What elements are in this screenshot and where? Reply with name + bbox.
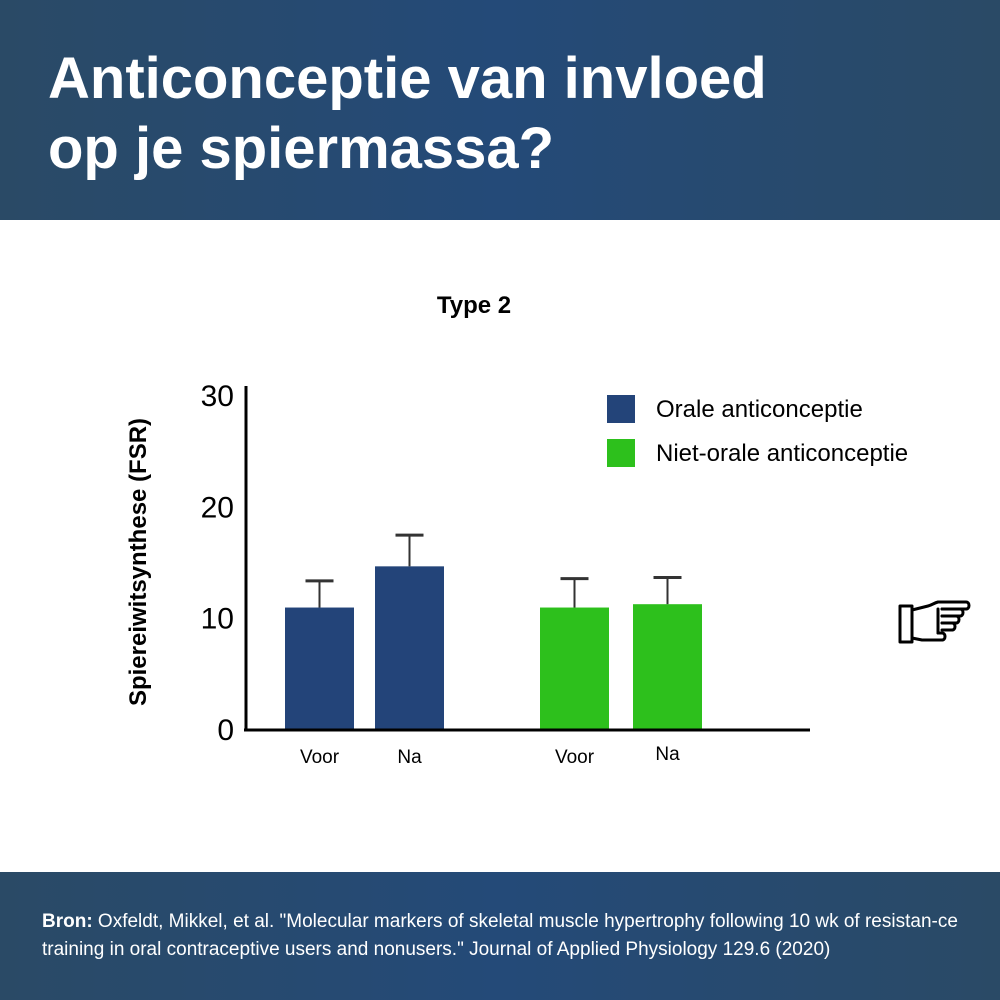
source-citation: Bron: Oxfeldt, Mikkel, et al. "Molecular… (42, 908, 962, 964)
bar-chart: Type 2 Spiereiwitsynthese (FSR) 0102030 … (125, 292, 971, 768)
x-axis-ticks: Voor Na Voor Na (300, 744, 680, 768)
error-bars (305, 533, 682, 608)
bar (285, 607, 354, 730)
bar (375, 566, 444, 730)
chart-legend: Orale anticonceptie Niet-orale anticoncep… (607, 395, 908, 467)
y-axis-ticks: 0 10 20 30 (201, 380, 234, 747)
y-tick-label: 0 (217, 714, 234, 747)
bars (285, 566, 702, 730)
source-label: Bron: (42, 911, 93, 932)
chart-area: Type 2 Spiereiwitsynthese (FSR) 0 10 20 30 … (0, 220, 1000, 872)
source-text: Oxfeldt, Mikkel, et al. "Molecular marke… (42, 911, 958, 960)
header-banner: Anticonceptie van invloed op je spiermas… (0, 0, 1000, 220)
x-tick-label: Na (397, 747, 422, 768)
x-tick-label: Na (655, 744, 680, 765)
x-tick-label: Voor (555, 747, 595, 768)
x-tick-label: Voor (300, 747, 340, 768)
legend-swatch (607, 395, 635, 423)
y-axis-label: Spiereiwitsynthese (FSR) (125, 418, 152, 706)
y-tick-label: 20 (201, 491, 234, 524)
bar (540, 607, 609, 730)
legend-label: Niet-orale anticonceptie (656, 440, 908, 467)
page-title: Anticonceptie van invloed op je spiermas… (48, 44, 948, 184)
bar (633, 604, 702, 730)
title-line-1: Anticonceptie van invloed (48, 46, 767, 111)
y-tick-label: 10 (201, 603, 234, 636)
legend-swatch (607, 439, 635, 467)
footer-banner: Bron: Oxfeldt, Mikkel, et al. "Molecular… (0, 872, 1000, 1000)
y-tick-label: 30 (201, 380, 234, 413)
pointing-hand-right-icon (898, 600, 971, 644)
title-line-2: op je spiermassa? (48, 116, 555, 181)
chart-title: Type 2 (437, 292, 511, 319)
legend-label: Orale anticonceptie (656, 396, 863, 423)
